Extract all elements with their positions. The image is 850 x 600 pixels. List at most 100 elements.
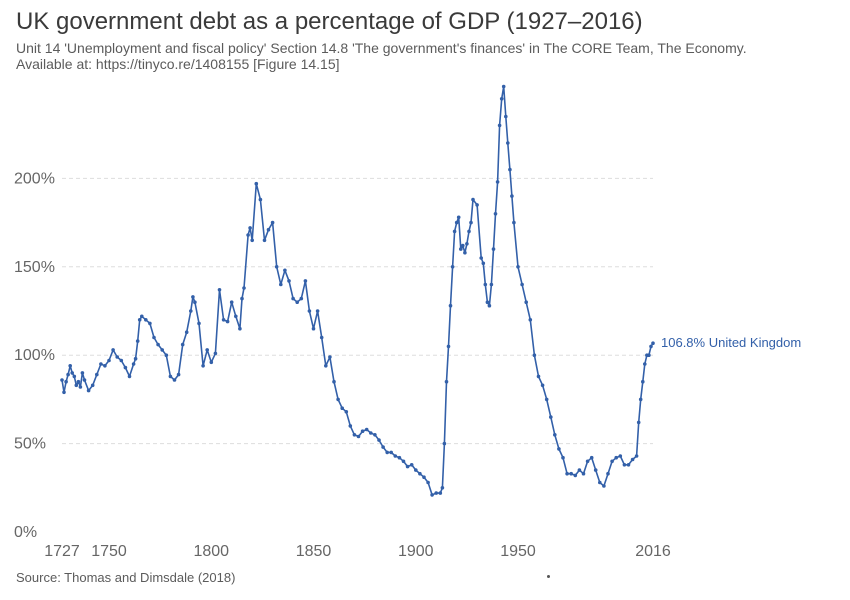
data-point [140,314,144,319]
data-point [602,484,606,488]
data-point [549,415,553,419]
y-tick-label: 0% [14,524,37,541]
data-point [82,378,87,382]
data-point [573,473,578,478]
subtitle-line-2: Available at: https://tinyco.re/1408155 … [16,56,340,72]
data-point [254,181,259,186]
data-point [64,379,68,384]
data-point [191,295,195,299]
data-point [471,197,475,202]
data-point [536,374,541,379]
data-point [516,265,520,269]
data-point [479,256,484,260]
data-point [651,341,655,346]
grid-lines [62,177,653,445]
chart-title: UK government debt as a percentage of GD… [16,8,643,35]
data-point [622,463,627,467]
data-point [66,372,70,377]
data-point [643,362,647,366]
data-point [164,353,169,358]
data-point [481,261,486,266]
data-point [393,454,398,458]
data-point [209,360,214,365]
data-point [352,433,357,437]
x-tick-label: 1750 [91,543,127,560]
series-line-united-kingdom [61,85,654,496]
data-point [512,220,516,225]
data-point [508,167,512,172]
data-point [638,397,643,402]
data-point [485,300,490,305]
data-point [137,318,142,322]
source-note: Source: Thomas and Dimsdale (2018) [16,570,236,585]
data-point [373,433,377,437]
chart-subtitle: Unit 14 'Unemployment and fiscal policy'… [16,40,836,72]
data-point [193,300,197,305]
data-point [344,410,349,414]
data-point [544,397,549,402]
data-point [127,374,132,379]
data-point [369,431,373,435]
data-point [246,233,250,237]
data-point [62,390,66,395]
data-point [360,429,365,434]
data-point [307,309,312,313]
x-axis-tick-labels: 1727 1750 1800 1850 1900 1950 2016 [44,543,671,560]
data-point [377,438,381,442]
data-point [475,203,479,207]
data-point [266,227,271,232]
data-point [111,348,115,352]
data-point [577,468,582,472]
data-point [430,493,434,497]
data-point [299,296,304,301]
data-point [152,335,156,340]
data-point [450,265,455,269]
data-point [123,365,128,370]
data-point [422,475,426,480]
data-point [172,378,177,382]
data-point [465,242,469,246]
data-point [60,378,64,382]
data-point [598,480,602,485]
data-point [461,243,465,248]
data-point [610,459,614,464]
data-point [405,464,410,469]
data-point [176,372,181,377]
data-point [364,427,369,432]
data-point [107,358,111,363]
series-points [60,84,655,497]
data-point [593,468,598,472]
data-point [585,459,590,464]
data-point [328,355,332,359]
data-point [274,265,279,269]
data-point [229,300,234,305]
data-point [76,379,81,384]
data-point [520,282,524,287]
data-point [446,344,451,349]
data-point [614,455,618,460]
data-point [144,318,148,322]
data-point [469,220,473,225]
data-point [86,388,91,393]
data-point [467,229,471,234]
data-point [74,383,79,388]
data-point [315,309,320,313]
data-point [497,123,502,128]
data-point [133,356,138,361]
data-point [319,335,324,340]
data-point [103,364,107,368]
data-point [524,300,528,305]
data-point [279,282,283,287]
subtitle-line-1: Unit 14 'Unemployment and fiscal policy'… [16,40,747,56]
data-point [197,321,201,326]
data-point [589,455,594,460]
data-point [234,314,238,319]
data-point [287,279,291,283]
data-point [626,463,631,467]
data-point [168,374,173,379]
data-point [501,84,506,89]
data-point [649,344,653,349]
data-point [160,348,164,352]
data-point [356,434,361,439]
